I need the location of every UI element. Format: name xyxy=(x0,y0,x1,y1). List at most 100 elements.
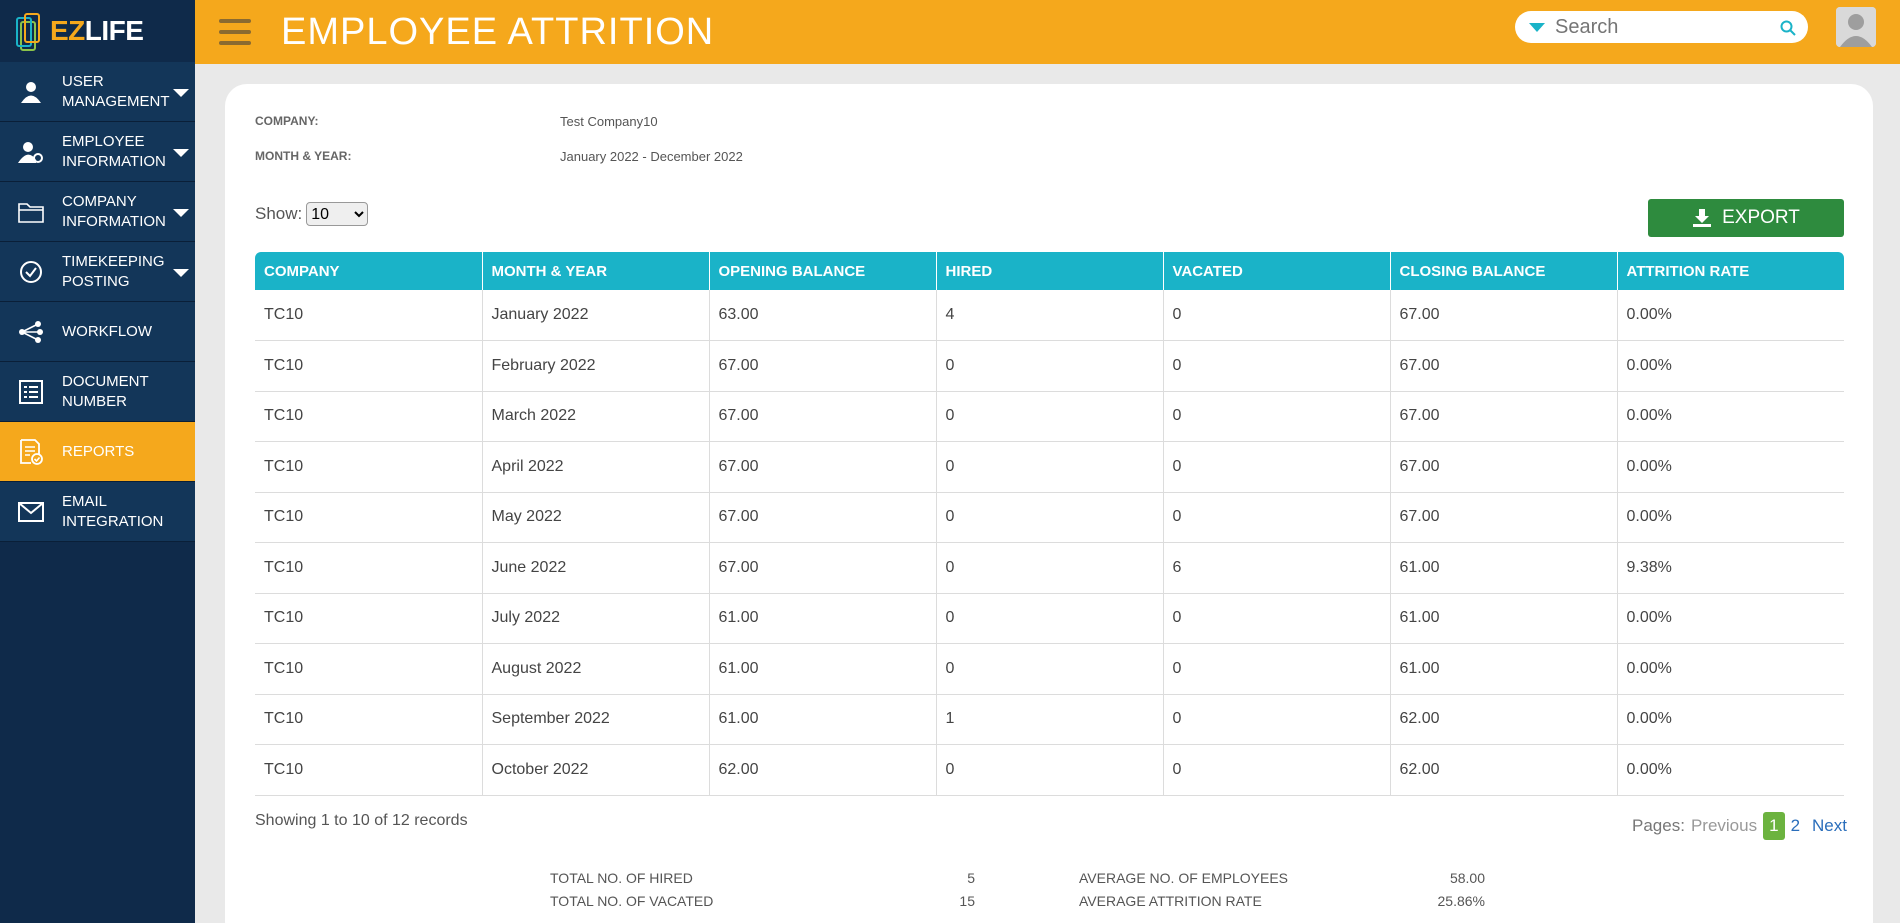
sidebar-item-workflow[interactable]: WORKFLOW xyxy=(0,302,195,362)
table-cell: 62.00 xyxy=(1390,694,1618,745)
sidebar-item-label: COMPANY INFORMATION xyxy=(62,192,166,230)
column-header[interactable]: VACATED xyxy=(1163,252,1391,290)
table-cell: 0 xyxy=(1163,593,1391,644)
table-cell: 0 xyxy=(1163,744,1391,796)
user-icon xyxy=(0,80,62,104)
table-cell: 0 xyxy=(1163,694,1391,745)
month-value: January 2022 - December 2022 xyxy=(560,149,743,164)
table-cell: 9.38% xyxy=(1617,542,1844,594)
page-2-link[interactable]: 2 xyxy=(1790,816,1801,835)
table-row: TC10 August 2022 61.00 0 0 61.00 0.00% xyxy=(255,643,1844,695)
month-label: MONTH & YEAR: xyxy=(255,149,352,163)
table-cell: March 2022 xyxy=(482,391,710,442)
export-button[interactable]: EXPORT xyxy=(1648,199,1844,237)
table-cell: 0 xyxy=(936,744,1164,796)
sidebar-item-label: EMAIL INTEGRATION xyxy=(62,492,164,530)
sidebar-item-label: REPORTS xyxy=(62,442,135,460)
summary-labels-left: TOTAL NO. OF HIRED TOTAL NO. OF VACATED xyxy=(550,870,713,916)
table-cell: 67.00 xyxy=(1390,441,1618,493)
logo-text-ez: EZ xyxy=(50,15,85,46)
table-cell: TC10 xyxy=(255,340,483,392)
column-header[interactable]: MONTH & YEAR xyxy=(482,252,710,290)
table-cell: 61.00 xyxy=(1390,593,1618,644)
table-cell: July 2022 xyxy=(482,593,710,644)
table-cell: January 2022 xyxy=(482,290,710,341)
table-cell: TC10 xyxy=(255,593,483,644)
column-header[interactable]: ATTRITION RATE xyxy=(1617,252,1844,290)
table-row: TC10 July 2022 61.00 0 0 61.00 0.00% xyxy=(255,593,1844,644)
table-cell: 63.00 xyxy=(709,290,937,341)
table-cell: 0 xyxy=(1163,492,1391,543)
chevron-down-icon[interactable] xyxy=(173,269,189,277)
page-1-link[interactable]: 1 xyxy=(1763,812,1785,840)
column-header[interactable]: OPENING BALANCE xyxy=(709,252,937,290)
table-cell: TC10 xyxy=(255,290,483,341)
sidebar: EZLIFE USER MANAGEMENT EMPLOYEE INFORMATION… xyxy=(0,0,195,923)
table-row: TC10 March 2022 67.00 0 0 67.00 0.00% xyxy=(255,391,1844,442)
mail-icon xyxy=(0,501,62,522)
search-filter-dropdown-icon[interactable] xyxy=(1529,22,1545,32)
export-label: EXPORT xyxy=(1722,207,1800,228)
column-header[interactable]: HIRED xyxy=(936,252,1164,290)
table-cell: 0.00% xyxy=(1617,441,1844,493)
table-cell: 67.00 xyxy=(1390,290,1618,341)
pages-label: Pages: xyxy=(1632,816,1685,835)
search-icon[interactable] xyxy=(1780,20,1796,36)
table-cell: 0 xyxy=(1163,340,1391,392)
table-cell: 61.00 xyxy=(709,593,937,644)
list-icon xyxy=(0,379,62,404)
table-cell: 67.00 xyxy=(1390,391,1618,442)
chevron-down-icon[interactable] xyxy=(173,149,189,157)
table-cell: 0.00% xyxy=(1617,744,1844,796)
logo-text-life: LIFE xyxy=(84,15,144,46)
search-input[interactable] xyxy=(1555,15,1775,39)
table-cell: 0 xyxy=(1163,290,1391,341)
table-cell: October 2022 xyxy=(482,744,710,796)
table-cell: TC10 xyxy=(255,441,483,493)
sidebar-item-label: USER MANAGEMENT xyxy=(62,72,170,110)
company-label: COMPANY: xyxy=(255,114,319,128)
table-cell: 0.00% xyxy=(1617,694,1844,745)
table-cell: 0 xyxy=(936,340,1164,392)
chevron-down-icon[interactable] xyxy=(173,209,189,217)
sidebar-item-label: WORKFLOW xyxy=(62,322,152,340)
sidebar-item-company[interactable]: COMPANY INFORMATION xyxy=(0,182,195,242)
table-cell: 67.00 xyxy=(1390,492,1618,543)
table-cell: 62.00 xyxy=(1390,744,1618,796)
chevron-down-icon[interactable] xyxy=(173,89,189,97)
sidebar-item-employee[interactable]: EMPLOYEE INFORMATION xyxy=(0,122,195,182)
sidebar-item-document[interactable]: DOCUMENT NUMBER xyxy=(0,362,195,422)
table-cell: 1 xyxy=(936,694,1164,745)
table-cell: August 2022 xyxy=(482,643,710,695)
sidebar-item-reports[interactable]: REPORTS xyxy=(0,422,195,482)
table-cell: 61.00 xyxy=(709,694,937,745)
table-cell: 0 xyxy=(1163,441,1391,493)
table-body: TC10 January 2022 63.00 4 0 67.00 0.00% TC10 Feb… xyxy=(255,290,1844,796)
sidebar-item-timekeeping[interactable]: TIMEKEEPING POSTING xyxy=(0,242,195,302)
attrition-table: COMPANY MONTH & YEAR OPENING BALANCE HIRED V… xyxy=(255,252,1844,796)
average-rate-label: AVERAGE ATTRITION RATE xyxy=(1079,893,1262,909)
check-circle-icon xyxy=(0,260,62,284)
average-employees-value: 58.00 xyxy=(1449,870,1485,886)
table-cell: 67.00 xyxy=(709,441,937,493)
avatar[interactable] xyxy=(1836,7,1876,47)
total-hired-value: 5 xyxy=(967,870,975,886)
previous-page-link[interactable]: Previous xyxy=(1690,816,1758,835)
report-icon xyxy=(0,438,62,465)
folder-icon xyxy=(0,201,62,223)
table-cell: TC10 xyxy=(255,542,483,594)
sidebar-item-user[interactable]: USER MANAGEMENT xyxy=(0,62,195,122)
page-size-select[interactable]: 10 xyxy=(306,202,369,226)
next-page-link[interactable]: Next xyxy=(1812,816,1847,835)
app-logo[interactable]: EZLIFE xyxy=(0,0,195,62)
sidebar-item-label: TIMEKEEPING POSTING xyxy=(62,252,165,290)
column-header[interactable]: CLOSING BALANCE xyxy=(1390,252,1618,290)
hamburger-menu-icon[interactable] xyxy=(219,19,251,45)
table-cell: 0 xyxy=(936,492,1164,543)
report-card: COMPANY: Test Company10 MONTH & YEAR: Ja… xyxy=(225,84,1873,923)
table-cell: 0.00% xyxy=(1617,593,1844,644)
column-header[interactable]: COMPANY xyxy=(255,252,483,290)
sidebar-item-email[interactable]: EMAIL INTEGRATION xyxy=(0,482,195,542)
search-box[interactable] xyxy=(1515,11,1808,43)
workflow-icon xyxy=(0,320,62,344)
